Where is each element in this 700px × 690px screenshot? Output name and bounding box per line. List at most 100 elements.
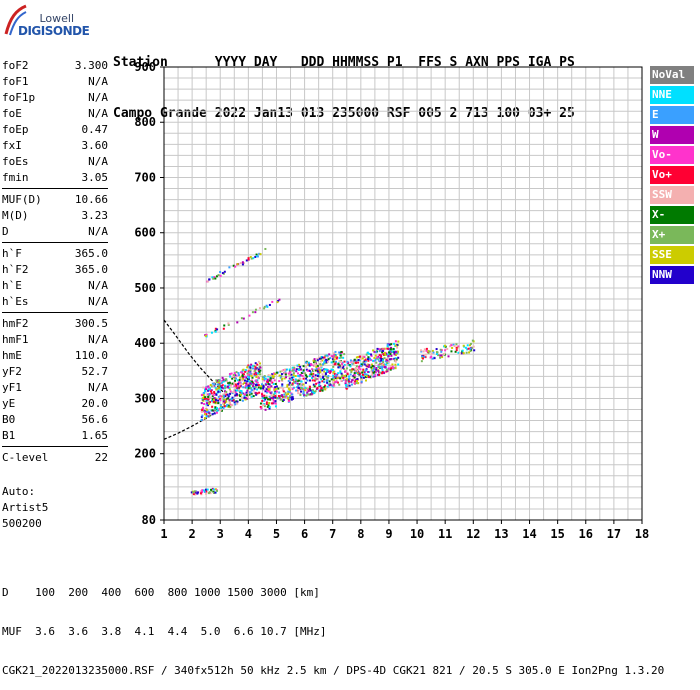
echo-point xyxy=(210,409,213,412)
echo-point xyxy=(302,365,305,368)
echo-point xyxy=(264,398,267,401)
echo-point xyxy=(264,247,267,250)
echo-point xyxy=(275,371,278,374)
echo-point xyxy=(214,327,217,330)
echo-point xyxy=(420,349,423,352)
legend-item-vo-: Vo+ xyxy=(650,166,694,184)
echo-point xyxy=(249,391,252,394)
echo-point xyxy=(222,407,225,410)
echo-point xyxy=(314,374,317,377)
ionogram-chart: 1 2 3 4 5 6 7 8 9 10 11 12 13 14 15 16 17 188020030040050… xyxy=(134,60,649,541)
echo-point xyxy=(219,395,222,398)
echo-point xyxy=(376,347,379,350)
echo-point xyxy=(387,353,390,356)
echo-point xyxy=(343,353,346,356)
echo-point xyxy=(292,372,295,375)
echo-point xyxy=(231,404,234,407)
legend-item-ssw: SSW xyxy=(650,186,694,204)
echo-point xyxy=(394,360,397,363)
param-row: hmF1 N/A xyxy=(2,332,108,348)
param-name: D xyxy=(2,225,9,238)
echo-point xyxy=(353,358,356,361)
echo-point xyxy=(377,369,380,372)
echo-point xyxy=(350,380,353,383)
param-value: 110.0 xyxy=(74,349,108,362)
echo-point xyxy=(208,278,211,281)
echo-point xyxy=(388,351,391,354)
echo-point xyxy=(457,345,460,348)
echo-point xyxy=(367,370,370,373)
echo-point xyxy=(241,379,244,382)
echo-point xyxy=(305,374,308,377)
echo-point xyxy=(344,380,347,383)
echo-point xyxy=(339,377,342,380)
echo-point xyxy=(263,399,266,402)
echo-point xyxy=(235,400,238,403)
param-name: B0 xyxy=(2,413,16,426)
echo-point xyxy=(334,354,337,357)
echo-point xyxy=(394,365,397,368)
echo-point xyxy=(381,359,384,362)
echo-point xyxy=(297,372,300,375)
echo-point xyxy=(237,374,240,377)
echo-point xyxy=(266,379,269,382)
echo-point xyxy=(371,369,374,372)
echo-point xyxy=(244,384,247,387)
echo-point xyxy=(270,402,273,405)
echo-point xyxy=(394,359,397,362)
echo-point xyxy=(326,354,329,357)
echo-point xyxy=(264,408,267,411)
echo-point xyxy=(265,304,268,307)
echo-point xyxy=(360,380,363,383)
echo-point xyxy=(364,376,367,379)
echo-point xyxy=(375,361,378,364)
echo-point xyxy=(214,330,217,333)
echo-point xyxy=(230,372,233,375)
echo-point xyxy=(318,356,321,359)
echo-point xyxy=(210,389,213,392)
echo-point xyxy=(207,280,210,283)
echo-point xyxy=(389,353,392,356)
echo-point xyxy=(378,366,381,369)
echo-point xyxy=(289,395,292,398)
echo-point xyxy=(283,377,286,380)
echo-point xyxy=(255,382,258,385)
echo-point xyxy=(466,348,469,351)
echo-point xyxy=(353,382,356,385)
echo-point xyxy=(360,375,363,378)
echo-point xyxy=(288,386,291,389)
echo-point xyxy=(241,261,244,264)
echo-point xyxy=(203,413,206,416)
echo-point xyxy=(273,389,276,392)
echo-point xyxy=(224,393,227,396)
echo-point xyxy=(200,393,203,396)
echo-point xyxy=(214,409,217,412)
echo-point xyxy=(370,363,373,366)
echo-point xyxy=(255,379,258,382)
echo-point xyxy=(243,396,246,399)
echo-point xyxy=(299,394,302,397)
echo-point xyxy=(443,344,446,347)
echo-point xyxy=(297,388,300,391)
echo-point xyxy=(306,379,309,382)
echo-point xyxy=(283,393,286,396)
echo-point xyxy=(367,376,370,379)
echo-point xyxy=(240,371,243,374)
param-value: 365.0 xyxy=(74,247,108,260)
echo-point xyxy=(217,389,220,392)
echo-point xyxy=(324,359,327,362)
echo-point xyxy=(207,492,210,495)
echo-point xyxy=(286,385,289,388)
y-tick-label: 80 xyxy=(142,513,156,527)
param-value: 3.300 xyxy=(74,59,108,72)
echo-point xyxy=(265,388,268,391)
echo-point xyxy=(206,393,209,396)
echo-point xyxy=(307,388,310,391)
echo-point xyxy=(221,384,224,387)
echo-point xyxy=(396,346,399,349)
echo-point xyxy=(368,364,371,367)
echo-point xyxy=(224,390,227,393)
echo-point xyxy=(277,387,280,390)
echo-point xyxy=(281,394,284,397)
x-tick-label: 3 xyxy=(217,527,224,541)
